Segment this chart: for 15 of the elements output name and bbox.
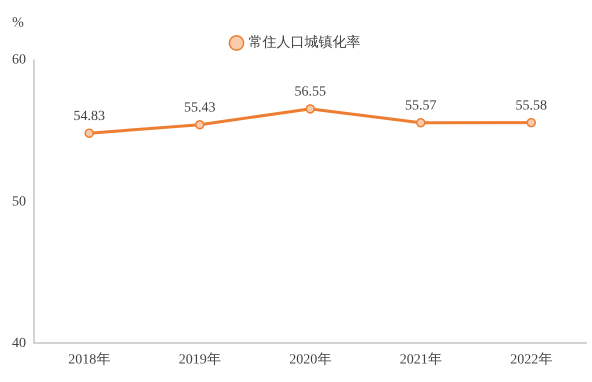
x-tick-label: 2019年 <box>178 351 221 368</box>
x-tick-label: 2022年 <box>510 351 552 368</box>
x-tick-label: 2020年 <box>289 351 332 368</box>
data-label: 55.57 <box>405 98 436 114</box>
y-axis-title: % <box>12 16 24 31</box>
legend-label: 常住人口城镇化率 <box>248 34 360 51</box>
data-label: 55.43 <box>184 100 216 116</box>
y-tick-label: 50 <box>12 194 26 210</box>
x-tick-label: 2021年 <box>400 351 442 368</box>
y-tick-label: 60 <box>12 52 26 68</box>
x-tick-label: 2018年 <box>68 351 110 368</box>
data-label: 55.58 <box>516 98 547 114</box>
data-label: 56.55 <box>294 84 326 100</box>
data-label: 54.83 <box>74 108 105 124</box>
y-tick-label: 40 <box>12 336 26 351</box>
